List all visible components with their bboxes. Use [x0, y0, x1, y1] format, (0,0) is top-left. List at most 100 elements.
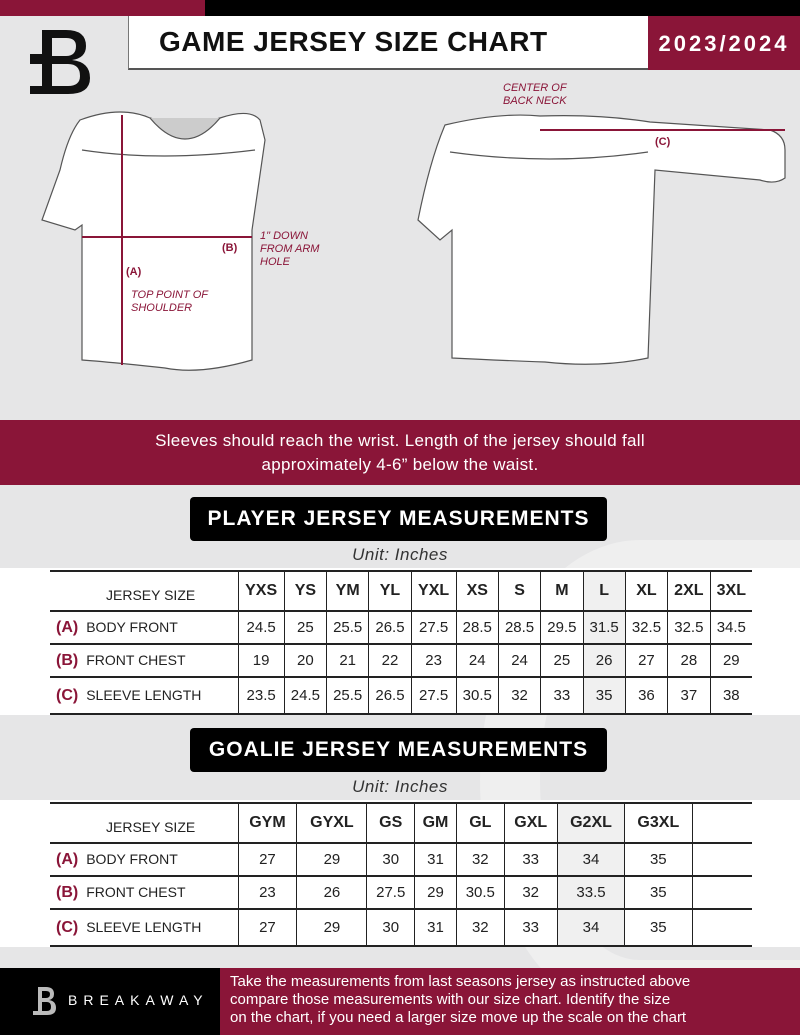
- title-box: GAME JERSEY SIZE CHART: [128, 16, 648, 70]
- player-table-band: JERSEY SIZE YXS YS YM YL YXL XS S M L XL 2XL 3XL (A) B…: [0, 568, 800, 715]
- cell-value: 32.5: [667, 610, 711, 645]
- a-label: (A): [126, 266, 142, 278]
- cell-value: 22: [368, 643, 412, 678]
- row-name: FRONT CHEST: [86, 651, 186, 668]
- cell-value: 32: [456, 842, 505, 877]
- cell-value: 24: [455, 643, 499, 678]
- cell-value: 30.5: [456, 875, 505, 910]
- cell-value: 28.5: [497, 610, 541, 645]
- cell-value: 35: [624, 908, 692, 947]
- goalie-section-title: GOALIE JERSEY MEASUREMENTS: [190, 728, 607, 772]
- cell-value: 25.5: [326, 610, 369, 645]
- top-black-bar: [205, 0, 800, 16]
- row-label: (C) SLEEVE LENGTH: [50, 908, 238, 947]
- footer-line: on the chart, if you need a larger size …: [230, 1009, 687, 1026]
- row-name: SLEEVE LENGTH: [86, 686, 202, 703]
- cell-value: 20: [283, 643, 327, 678]
- cell-value: 27.5: [410, 610, 457, 645]
- table-row: (B) FRONT CHEST 23 26 27.5 29 30.5 32 33.5 35: [50, 875, 752, 910]
- size-header-gxl: GXL: [503, 802, 558, 844]
- cell-value: 27: [237, 842, 297, 877]
- cell-value: 27.5: [410, 676, 457, 715]
- cell-value: 26: [582, 643, 626, 678]
- cell-value: 29.5: [540, 610, 583, 645]
- fit-notice: Sleeves should reach the wrist. Length o…: [0, 420, 800, 485]
- table-header-row: JERSEY SIZE YXS YS YM YL YXL XS S M L XL 2XL 3XL: [50, 570, 752, 612]
- season-badge: 2023/2024: [648, 16, 800, 70]
- cell-value: 33: [540, 676, 583, 715]
- cell-value: 29: [296, 842, 367, 877]
- size-header-s: S: [497, 570, 541, 612]
- measure-lines: [82, 115, 785, 365]
- goalie-table-band: JERSEY SIZE GYM GYXL GS GM GL GXL G2XL G3XL (A) BO…: [0, 800, 800, 947]
- cell-value: 32: [503, 875, 558, 910]
- footer-line: Take the measurements from last seasons …: [230, 973, 691, 990]
- cell-value: 33: [503, 842, 558, 877]
- size-header-yl: YL: [368, 570, 412, 612]
- cell-value: 23: [410, 643, 457, 678]
- footer-line: compare those measurements with our size…: [230, 991, 671, 1008]
- top-accent-bar: [0, 0, 205, 16]
- cell-value: 29: [709, 643, 752, 678]
- cell-value: 32: [497, 676, 541, 715]
- row-code: (C): [56, 918, 79, 936]
- row-code: (B): [56, 883, 79, 901]
- fit-notice-line1: Sleeves should reach the wrist. Length o…: [155, 431, 645, 450]
- size-header-gs: GS: [366, 802, 415, 844]
- cell-value: 27: [237, 908, 297, 947]
- table-row: (C) SLEEVE LENGTH 23.5 24.5 25.5 26.5 27.5 30.5…: [50, 676, 752, 715]
- cell-value: 24.5: [237, 610, 285, 645]
- breakaway-footer-logo-icon: [33, 987, 56, 1015]
- player-unit: Unit: Inches: [352, 545, 448, 564]
- cell-value: 27: [624, 643, 668, 678]
- cell-value: 25: [540, 643, 583, 678]
- cell-value: 35: [624, 875, 692, 910]
- size-header-m: M: [540, 570, 583, 612]
- row-code: (B): [56, 651, 79, 669]
- cell-value: 26: [296, 875, 367, 910]
- cell-value: 30: [366, 908, 415, 947]
- row-name: FRONT CHEST: [86, 883, 186, 900]
- cell-value: 26.5: [368, 610, 412, 645]
- cell-value: 21: [326, 643, 369, 678]
- cell-value: 29: [413, 875, 457, 910]
- row-name: BODY FRONT: [86, 618, 178, 635]
- cell-value: [691, 842, 752, 877]
- player-section-title: PLAYER JERSEY MEASUREMENTS: [190, 497, 607, 541]
- b-note: 1" DOWN FROM ARM HOLE: [260, 230, 320, 268]
- page-title: GAME JERSEY SIZE CHART: [159, 26, 548, 57]
- row-name: SLEEVE LENGTH: [86, 918, 202, 935]
- row-code: (C): [56, 686, 79, 704]
- cell-value: 34: [556, 908, 625, 947]
- goalie-size-table: JERSEY SIZE GYM GYXL GS GM GL GXL G2XL G3XL (A) BO…: [50, 802, 752, 947]
- table-row: (A) BODY FRONT 24.5 25 25.5 26.5 27.5 28.5 28.5 2…: [50, 610, 752, 645]
- row-name: BODY FRONT: [86, 850, 178, 867]
- cell-value: 36: [624, 676, 668, 715]
- size-header-xl: XL: [624, 570, 668, 612]
- center-back-neck-label: CENTER OF BACK NECK: [503, 82, 567, 107]
- size-header-yxs: YXS: [237, 570, 285, 612]
- size-header-l: L: [582, 570, 626, 612]
- row-code: (A): [56, 618, 79, 636]
- cell-value: 32: [456, 908, 505, 947]
- table-row: (A) BODY FRONT 27 29 30 31 32 33 34 35: [50, 842, 752, 877]
- cell-value: 34.5: [709, 610, 752, 645]
- footer-brand: BREAKAWAY: [68, 992, 209, 1008]
- row-code: (A): [56, 850, 79, 868]
- back-jersey-drawing: [417, 114, 786, 365]
- cell-value: 32.5: [624, 610, 668, 645]
- cell-value: 28.5: [455, 610, 499, 645]
- row-label: (C) SLEEVE LENGTH: [50, 676, 238, 715]
- size-header-gm: GM: [413, 802, 457, 844]
- cell-value: [691, 875, 752, 910]
- cell-value: 28: [667, 643, 711, 678]
- cell-value: 33: [503, 908, 558, 947]
- cell-value: 24.5: [283, 676, 327, 715]
- cell-value: 27.5: [366, 875, 415, 910]
- size-header-ys: YS: [283, 570, 327, 612]
- cell-value: 38: [709, 676, 752, 715]
- table-row: (B) FRONT CHEST 19 20 21 22 23 24 24 25 26 27 28 29: [50, 643, 752, 678]
- a-note: TOP POINT OF SHOULDER: [131, 289, 208, 314]
- size-header-yxl: YXL: [410, 570, 457, 612]
- footer-brand-area: [0, 968, 220, 1035]
